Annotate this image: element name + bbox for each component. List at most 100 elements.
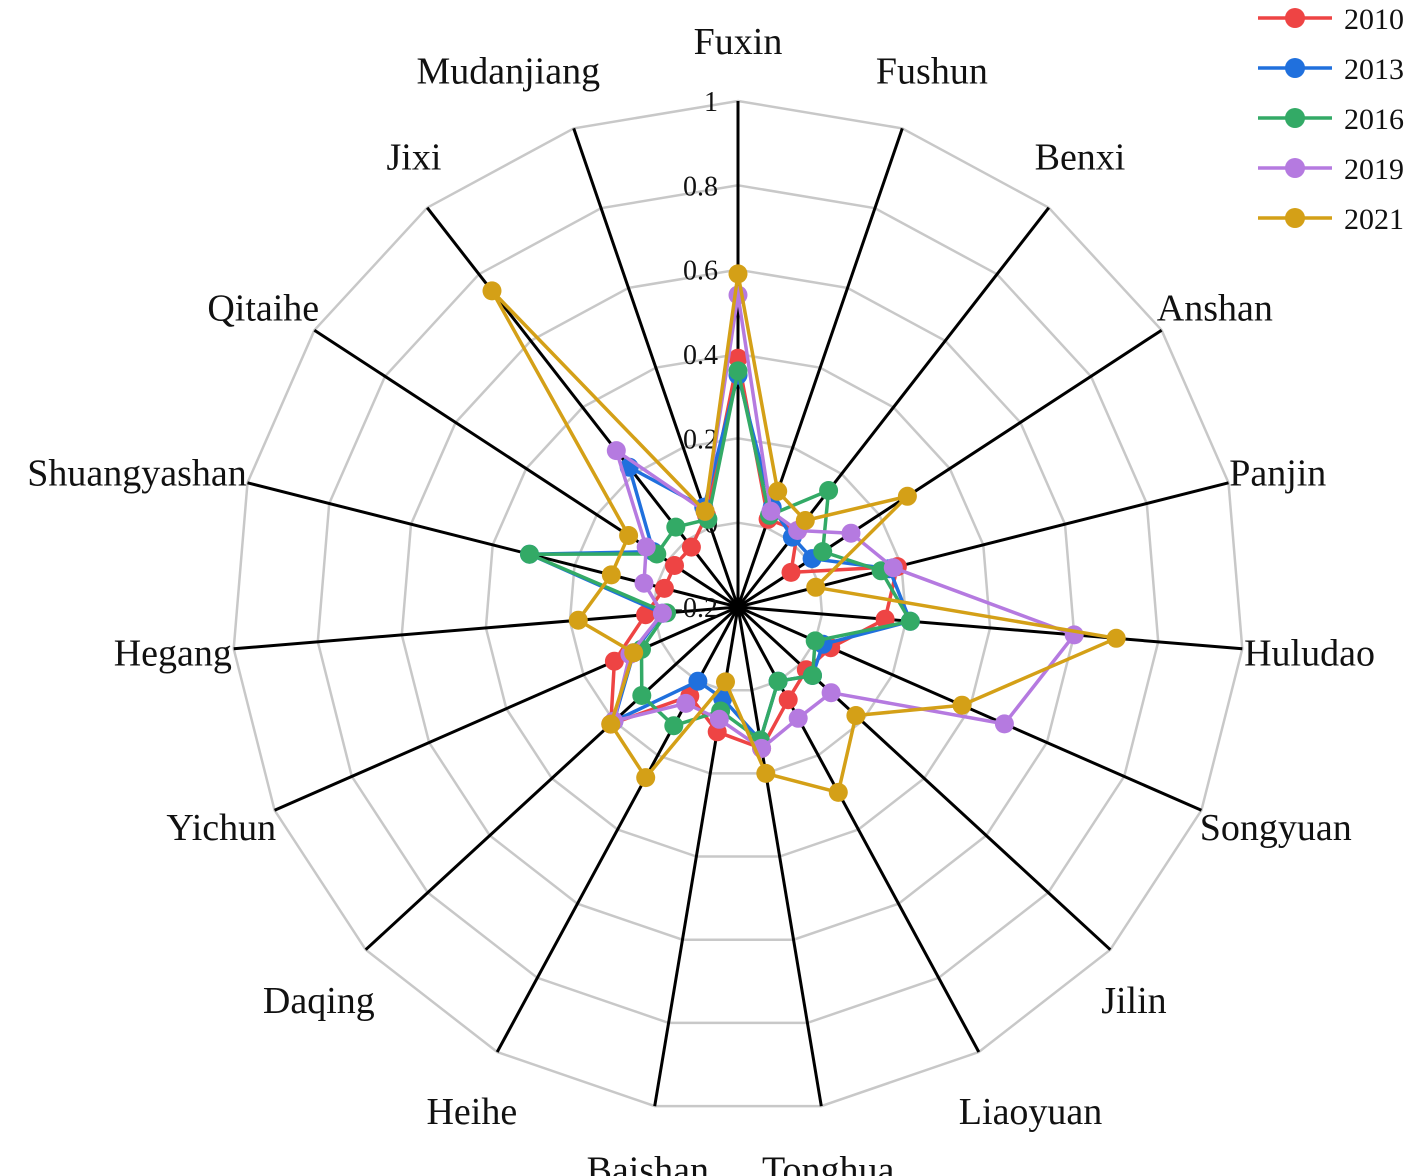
data-point-2021-qitaihe	[619, 526, 639, 545]
data-point-2021-benxi	[795, 511, 815, 530]
radial-tick-label: -0.2	[674, 593, 718, 624]
data-point-2021-tonghua	[756, 763, 776, 783]
category-label-layer: Fuxin Fushun Benxi Anshan Panjin Huludao Songy…	[27, 21, 1375, 1176]
data-point-2021-huludao	[1106, 628, 1126, 648]
radial-tick-label: 1	[704, 87, 718, 118]
data-point-2019-anshan	[841, 523, 861, 543]
category-label-yichun: Yichun	[166, 807, 276, 849]
grid-ring-3	[484, 352, 992, 858]
data-point-2016-songyuan	[805, 631, 825, 651]
legend-marker-2010	[1285, 8, 1305, 28]
category-label-daqing: Daqing	[263, 980, 375, 1022]
category-label-huludao: Huludao	[1244, 632, 1375, 674]
category-label-jilin: Jilin	[1101, 980, 1166, 1022]
data-point-2016-jilin	[803, 666, 822, 685]
category-label-liaoyuan: Liaoyuan	[959, 1091, 1103, 1133]
data-point-2016-shuangyashan	[520, 544, 539, 564]
legend: 2010 2013 2016 2019 2021	[1258, 3, 1404, 236]
category-label-fuxin: Fuxin	[694, 21, 783, 63]
radial-tick-label: 0.8	[683, 171, 718, 202]
data-point-2010-shuangyashan	[654, 578, 674, 598]
category-label-tonghua: Tonghua	[762, 1150, 895, 1176]
spoke-anshan	[737, 328, 1163, 609]
category-label-benxi: Benxi	[1035, 137, 1126, 179]
grid-ring-6	[232, 99, 1244, 1108]
data-point-2019-heihe	[676, 693, 696, 713]
legend-marker-2016	[1285, 108, 1305, 128]
data-point-2019-hegang	[652, 603, 672, 623]
category-label-baishan: Baishan	[587, 1150, 709, 1176]
data-point-2019-liaoyuan	[788, 708, 808, 728]
radial-tick-label: 0.6	[683, 256, 718, 287]
data-point-2019-fushun	[761, 501, 781, 521]
data-point-2019-songyuan	[994, 714, 1014, 734]
data-point-2021-jilin	[846, 706, 866, 725]
data-point-2019-jilin	[821, 683, 841, 703]
data-point-2021-songyuan	[952, 695, 972, 715]
category-label-shuangyashan: Shuangyashan	[27, 453, 247, 495]
legend-label-2016: 2016	[1344, 103, 1404, 136]
category-label-jixi: Jixi	[386, 137, 441, 179]
legend-label-2013: 2013	[1344, 53, 1404, 86]
legend-label-2010: 2010	[1344, 3, 1404, 36]
data-point-2016-anshan	[813, 542, 833, 562]
data-point-2021-jixi	[482, 281, 502, 301]
data-point-2016-liaoyuan	[768, 671, 788, 691]
legend-label-2019: 2019	[1344, 153, 1404, 186]
legend-item-2019: 2019	[1258, 153, 1404, 186]
spoke-yichun	[273, 605, 739, 812]
legend-marker-2021	[1285, 208, 1305, 228]
data-point-2016-daqing	[632, 686, 652, 705]
grid-layer	[232, 99, 1244, 1108]
spoke-huludao	[737, 605, 1243, 651]
data-point-2021-panjin	[806, 577, 826, 597]
grid-ring-4	[400, 268, 1076, 941]
data-point-2021-hegang	[568, 610, 588, 630]
data-point-2021-fushun	[768, 481, 788, 501]
data-point-2021-anshan	[897, 486, 917, 506]
data-point-2016-jixi	[666, 517, 686, 537]
category-label-heihe: Heihe	[426, 1091, 517, 1133]
data-point-2019-huludao	[1064, 625, 1084, 645]
legend-item-2010: 2010	[1258, 3, 1404, 36]
data-point-2021-daqing	[601, 714, 621, 734]
spoke-tonghua	[736, 606, 823, 1107]
legend-item-2021: 2021	[1258, 203, 1404, 236]
data-point-2021-liaoyuan	[828, 782, 848, 802]
data-point-2010-yichun	[604, 651, 624, 671]
legend-marker-2013	[1285, 58, 1305, 78]
series-2021	[482, 264, 1126, 802]
legend-item-2016: 2016	[1258, 103, 1404, 136]
data-point-2019-panjin	[883, 558, 903, 578]
series-line-2016	[527, 369, 913, 742]
legend-item-2013: 2013	[1258, 53, 1404, 86]
data-point-2013-heihe	[688, 671, 708, 691]
data-point-2010-anshan	[781, 562, 801, 582]
data-point-2021-heihe	[636, 768, 656, 788]
category-label-mudanjiang: Mudanjiang	[416, 51, 600, 93]
category-label-songyuan: Songyuan	[1200, 807, 1352, 849]
data-point-2010-liaoyuan	[778, 690, 798, 710]
category-label-anshan: Anshan	[1157, 287, 1273, 329]
data-point-2016-huludao	[900, 611, 920, 631]
category-label-panjin: Panjin	[1229, 453, 1326, 495]
series-layer	[482, 264, 1126, 802]
data-point-2016-heihe	[664, 716, 684, 736]
data-point-2021-baishan	[716, 672, 735, 692]
data-point-2019-baishan	[709, 709, 729, 729]
data-point-2019-jixi	[606, 441, 626, 461]
grid-ring-2	[568, 437, 908, 775]
data-point-2021-mudanjiang	[695, 501, 715, 521]
data-point-2019-shuangyashan	[634, 573, 654, 593]
data-point-2010-hegang	[636, 605, 656, 625]
data-point-2021-yichun	[624, 643, 644, 663]
data-point-2010-qitaihe	[665, 556, 684, 575]
legend-marker-2019	[1285, 158, 1305, 178]
radial-tick-label: 0.4	[683, 340, 718, 371]
category-label-hegang: Hegang	[114, 632, 232, 674]
data-point-2019-qitaihe	[636, 537, 656, 557]
category-label-qitaihe: Qitaihe	[207, 287, 319, 329]
grid-ring-5	[316, 184, 1160, 1025]
data-point-2021-fuxin	[728, 264, 748, 284]
